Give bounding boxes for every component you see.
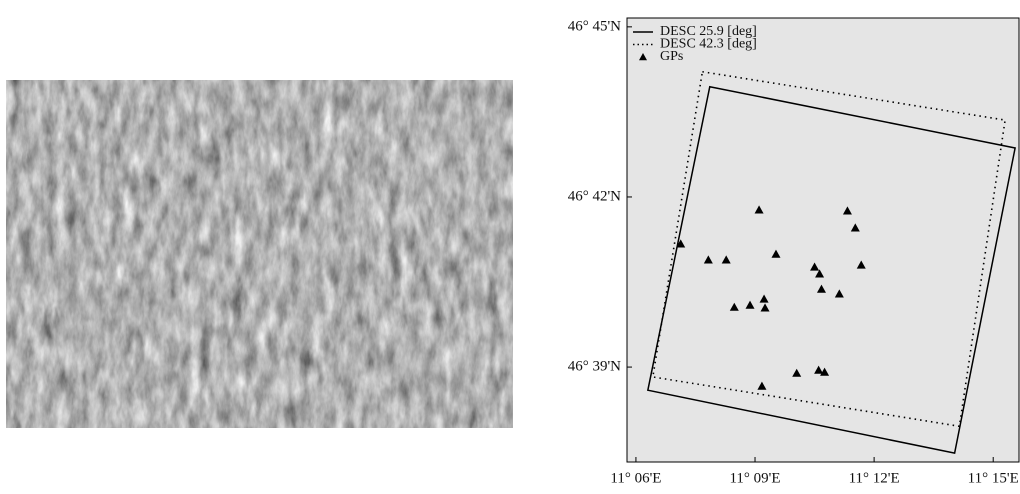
x-tick-label: 11° 15'E [968,470,1019,486]
figure: 11° 06'E 11° 09'E 11° 12'E 11° 15'E 46° 39'N… [0,0,1020,494]
page: {"chart_data": {"type": "scatter", "xlim… [0,0,1020,494]
legend-label: GPs [660,49,683,64]
y-tick-label: 46° 42'N [568,188,621,204]
sar-image [6,80,513,428]
x-tick-label: 11° 06'E [610,470,661,486]
y-tick-label: 46° 39'N [568,359,621,375]
y-tick-label: 46° 45'N [568,18,621,34]
x-tick-label: 11° 12'E [849,470,900,486]
x-tick-label: 11° 09'E [729,470,780,486]
map-frame [627,18,1019,462]
